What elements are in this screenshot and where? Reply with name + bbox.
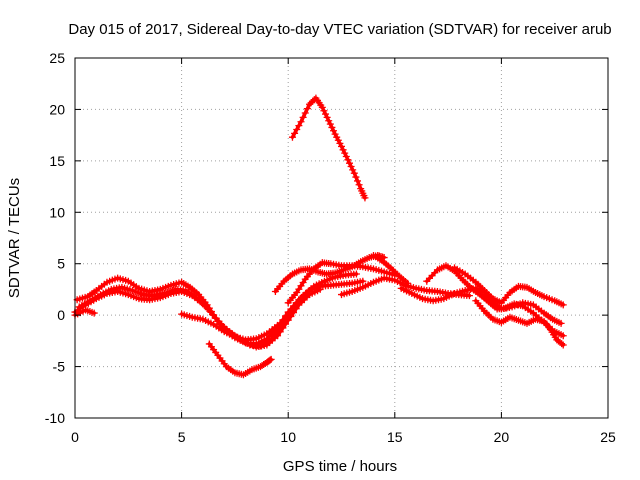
y-tick-label: 15 — [49, 153, 65, 169]
data-point — [291, 129, 299, 137]
series-track-14 — [472, 297, 567, 349]
data-point — [299, 113, 307, 121]
data-point — [342, 152, 350, 160]
y-tick-label: 10 — [49, 204, 65, 220]
data-point — [316, 285, 324, 293]
y-tick-label: -10 — [45, 410, 65, 426]
series-track-9 — [338, 274, 473, 300]
data-point — [361, 194, 369, 202]
data-point — [333, 133, 341, 141]
series-track-15 — [288, 94, 369, 202]
series-track-5 — [178, 310, 292, 344]
series-track-12 — [423, 262, 567, 340]
data-point — [344, 156, 352, 164]
data-point — [310, 96, 318, 104]
data-point — [301, 109, 309, 117]
data-point — [323, 113, 331, 121]
data-point — [288, 133, 296, 141]
data-point — [320, 107, 328, 115]
data-point — [330, 127, 338, 135]
data-point — [349, 166, 357, 174]
data-point — [341, 149, 349, 157]
data-point — [339, 146, 347, 154]
y-tick-label: -5 — [53, 359, 66, 375]
data-point — [559, 341, 567, 349]
data-point — [558, 340, 566, 348]
data-point — [292, 305, 300, 313]
x-tick-label: 5 — [178, 429, 186, 445]
data-point — [338, 142, 345, 150]
data-point — [404, 279, 412, 287]
data-point — [266, 356, 274, 364]
data-point — [328, 123, 336, 131]
data-point — [307, 99, 315, 107]
data-point — [350, 169, 358, 177]
y-axis-label: SDTVAR / TECUs — [6, 178, 23, 298]
x-tick-label: 25 — [600, 429, 616, 445]
plot-frame — [74, 57, 609, 419]
series-track-10 — [369, 251, 412, 287]
y-tick-label: 25 — [49, 50, 65, 66]
x-axis-label: GPS time / hours — [283, 458, 397, 475]
data-point — [557, 319, 565, 327]
data-point — [309, 97, 317, 105]
data-point — [336, 139, 344, 147]
data-point — [359, 277, 367, 285]
data-point — [290, 309, 298, 317]
data-point — [326, 120, 334, 128]
data-point — [355, 181, 363, 189]
data-point — [347, 163, 355, 171]
data-point — [318, 103, 326, 111]
data-point — [352, 173, 360, 181]
data-point — [295, 122, 303, 130]
x-tick-label: 0 — [71, 429, 79, 445]
series-track-13 — [450, 264, 567, 309]
data-point — [465, 292, 473, 300]
data-point — [322, 110, 330, 118]
data-point — [334, 136, 342, 144]
series-track-6 — [205, 340, 275, 379]
x-tick-label: 20 — [494, 429, 510, 445]
series-track-8 — [284, 259, 399, 307]
chart-title: Day 015 of 2017, Sidereal Day-to-day VTE… — [68, 21, 611, 38]
data-point — [353, 177, 361, 185]
data-point — [279, 324, 287, 332]
data-point — [559, 301, 567, 309]
y-tick-label: 5 — [57, 256, 65, 272]
data-marks — [71, 94, 567, 379]
data-point — [293, 125, 301, 133]
y-tick-label: 0 — [57, 307, 65, 323]
y-tick-label: 20 — [49, 101, 65, 117]
x-tick-label: 10 — [280, 429, 296, 445]
series-track-3 — [71, 285, 324, 351]
data-point — [345, 159, 353, 167]
data-point — [325, 117, 333, 125]
data-point — [284, 312, 292, 320]
data-point — [331, 130, 339, 138]
data-point — [274, 332, 282, 340]
data-point — [303, 105, 311, 113]
grid — [75, 58, 608, 418]
data-point — [276, 328, 284, 336]
data-point — [352, 270, 360, 278]
axis-ticks: 0 5 10 15 20 25 -10 -5 0 5 10 15 20 25 — [45, 50, 616, 445]
data-point — [559, 332, 567, 340]
data-point — [90, 309, 98, 317]
data-point — [297, 118, 305, 126]
x-tick-label: 15 — [387, 429, 403, 445]
data-point — [306, 100, 314, 108]
data-point — [267, 355, 275, 363]
